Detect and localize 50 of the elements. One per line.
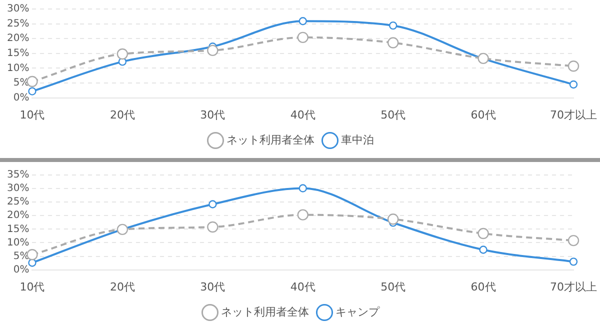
x-tick-label: 60代 — [470, 108, 496, 122]
point — [28, 87, 36, 96]
point — [388, 21, 398, 30]
point — [478, 228, 489, 240]
point — [208, 200, 217, 208]
y-tick-label: 10% — [6, 237, 30, 248]
y-tick-label: 20% — [6, 33, 30, 44]
x-tick-label: 70才以上 — [550, 108, 597, 122]
x-tick-label: 50代 — [380, 108, 406, 122]
point — [569, 258, 578, 266]
y-tick-label: 25% — [6, 196, 30, 208]
y-tick-label: 25% — [6, 18, 30, 30]
x-tick-label: 10代 — [20, 280, 45, 294]
point — [297, 32, 308, 44]
x-tick-label: 70才以上 — [550, 280, 597, 294]
point — [298, 17, 307, 26]
y-tick-label: 20% — [6, 210, 30, 222]
y-tick-label: 30% — [6, 4, 30, 15]
y-tick-label: 15% — [6, 48, 30, 59]
point — [568, 60, 580, 72]
y-tick-label: 0% — [13, 92, 30, 104]
y-tick-label: 35% — [6, 170, 30, 181]
x-tick-label: 60代 — [470, 280, 496, 294]
legend-label: 車中泊 — [341, 133, 374, 146]
x-tick-label: 10代 — [20, 108, 45, 122]
point — [568, 234, 580, 246]
x-tick-label: 40代 — [290, 280, 316, 294]
point — [207, 221, 218, 233]
x-tick-label: 20代 — [110, 108, 135, 122]
point — [28, 258, 36, 267]
x-tick-label: 50代 — [380, 280, 406, 294]
x-tick-label: 40代 — [290, 108, 316, 122]
point — [207, 44, 218, 56]
point — [387, 214, 399, 225]
point — [479, 246, 488, 254]
point — [298, 184, 307, 192]
x-tick-label: 30代 — [200, 280, 226, 294]
point — [116, 48, 128, 60]
y-tick-label: 0% — [13, 264, 30, 276]
x-tick-label: 30代 — [200, 108, 226, 122]
point — [569, 80, 578, 89]
x-tick-label: 20代 — [110, 280, 135, 294]
legend-label: ネット利用者全体 — [221, 305, 309, 318]
y-tick-label: 15% — [6, 224, 30, 235]
legend-label: ネット利用者全体 — [226, 133, 314, 146]
y-tick-label: 10% — [6, 62, 30, 74]
y-tick-label: 30% — [6, 183, 30, 194]
legend-label: キャンプ — [336, 305, 380, 318]
point — [297, 209, 308, 220]
point — [387, 37, 399, 48]
